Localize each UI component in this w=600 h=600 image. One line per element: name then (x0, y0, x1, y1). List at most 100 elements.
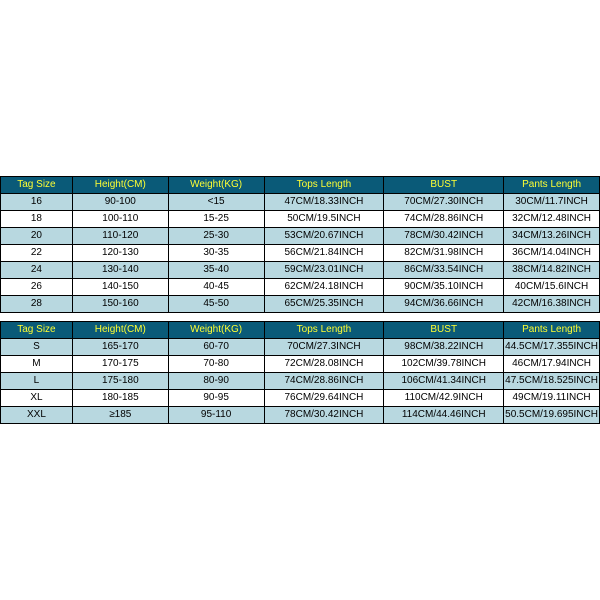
kids-header-cell: Tag Size (1, 177, 73, 194)
adult-cell: 70-80 (168, 356, 264, 373)
kids-cell: 110-120 (72, 228, 168, 245)
kids-cell: 40CM/15.6INCH (504, 279, 600, 296)
kids-cell: 70CM/27.30INCH (384, 194, 504, 211)
adult-cell: 114CM/44.46INCH (384, 407, 504, 424)
kids-cell: 62CM/24.18INCH (264, 279, 384, 296)
kids-tbody: 1690-100<1547CM/18.33INCH70CM/27.30INCH3… (1, 194, 600, 313)
adult-header-cell: Tops Length (264, 322, 384, 339)
adult-cell: 180-185 (72, 390, 168, 407)
adult-cell: 46CM/17.94INCH (504, 356, 600, 373)
adult-cell: S (1, 339, 73, 356)
adult-cell: 165-170 (72, 339, 168, 356)
kids-cell: 50CM/19.5INCH (264, 211, 384, 228)
table-row: S165-17060-7070CM/27.3INCH98CM/38.22INCH… (1, 339, 600, 356)
adult-cell: 72CM/28.08INCH (264, 356, 384, 373)
kids-cell: 74CM/28.86INCH (384, 211, 504, 228)
kids-cell: 45-50 (168, 296, 264, 313)
adult-cell: M (1, 356, 73, 373)
adult-cell: 78CM/30.42INCH (264, 407, 384, 424)
kids-size-table: Tag SizeHeight(CM)Weight(KG)Tops LengthB… (0, 176, 600, 313)
kids-cell: 30-35 (168, 245, 264, 262)
kids-cell: 28 (1, 296, 73, 313)
table-row: M170-17570-8072CM/28.08INCH102CM/39.78IN… (1, 356, 600, 373)
kids-cell: 86CM/33.54INCH (384, 262, 504, 279)
kids-cell: 59CM/23.01INCH (264, 262, 384, 279)
kids-cell: 140-150 (72, 279, 168, 296)
adult-cell: 60-70 (168, 339, 264, 356)
kids-cell: 34CM/13.26INCH (504, 228, 600, 245)
kids-cell: 36CM/14.04INCH (504, 245, 600, 262)
adult-cell: 98CM/38.22INCH (384, 339, 504, 356)
table-row: L175-18080-9074CM/28.86INCH106CM/41.34IN… (1, 373, 600, 390)
adult-cell: 170-175 (72, 356, 168, 373)
adult-size-table: Tag SizeHeight(CM)Weight(KG)Tops LengthB… (0, 321, 600, 424)
adult-cell: 50.5CM/19.695INCH (504, 407, 600, 424)
adult-header-cell: Tag Size (1, 322, 73, 339)
kids-cell: 25-30 (168, 228, 264, 245)
kids-cell: 16 (1, 194, 73, 211)
adult-cell: 70CM/27.3INCH (264, 339, 384, 356)
kids-cell: 53CM/20.67INCH (264, 228, 384, 245)
adult-cell: XL (1, 390, 73, 407)
kids-cell: 38CM/14.82INCH (504, 262, 600, 279)
adult-header-cell: BUST (384, 322, 504, 339)
kids-cell: <15 (168, 194, 264, 211)
kids-cell: 47CM/18.33INCH (264, 194, 384, 211)
adult-cell: 44.5CM/17.355INCH (504, 339, 600, 356)
table-row: 18100-11015-2550CM/19.5INCH74CM/28.86INC… (1, 211, 600, 228)
adult-cell: L (1, 373, 73, 390)
adult-cell: 106CM/41.34INCH (384, 373, 504, 390)
table-row: XL180-18590-9576CM/29.64INCH110CM/42.9IN… (1, 390, 600, 407)
kids-header-row: Tag SizeHeight(CM)Weight(KG)Tops LengthB… (1, 177, 600, 194)
kids-cell: 150-160 (72, 296, 168, 313)
kids-cell: 40-45 (168, 279, 264, 296)
adult-cell: 102CM/39.78INCH (384, 356, 504, 373)
adult-cell: 95-110 (168, 407, 264, 424)
kids-cell: 22 (1, 245, 73, 262)
adult-header-cell: Pants Length (504, 322, 600, 339)
kids-cell: 65CM/25.35INCH (264, 296, 384, 313)
kids-cell: 18 (1, 211, 73, 228)
adult-cell: 74CM/28.86INCH (264, 373, 384, 390)
kids-cell: 30CM/11.7INCH (504, 194, 600, 211)
table-row: XXL≥18595-11078CM/30.42INCH114CM/44.46IN… (1, 407, 600, 424)
table-row: 1690-100<1547CM/18.33INCH70CM/27.30INCH3… (1, 194, 600, 211)
kids-header-cell: Pants Length (504, 177, 600, 194)
kids-cell: 120-130 (72, 245, 168, 262)
adult-cell: 110CM/42.9INCH (384, 390, 504, 407)
kids-cell: 90CM/35.10INCH (384, 279, 504, 296)
table-row: 22120-13030-3556CM/21.84INCH82CM/31.98IN… (1, 245, 600, 262)
kids-header-cell: Height(CM) (72, 177, 168, 194)
adult-cell: 76CM/29.64INCH (264, 390, 384, 407)
adult-cell: XXL (1, 407, 73, 424)
kids-cell: 32CM/12.48INCH (504, 211, 600, 228)
adult-header-cell: Weight(KG) (168, 322, 264, 339)
table-row: 28150-16045-5065CM/25.35INCH94CM/36.66IN… (1, 296, 600, 313)
kids-cell: 20 (1, 228, 73, 245)
kids-cell: 15-25 (168, 211, 264, 228)
adult-header-row: Tag SizeHeight(CM)Weight(KG)Tops LengthB… (1, 322, 600, 339)
kids-cell: 100-110 (72, 211, 168, 228)
adult-cell: ≥185 (72, 407, 168, 424)
kids-header-cell: BUST (384, 177, 504, 194)
table-gap (0, 313, 600, 321)
adult-tbody: S165-17060-7070CM/27.3INCH98CM/38.22INCH… (1, 339, 600, 424)
table-row: 24130-14035-4059CM/23.01INCH86CM/33.54IN… (1, 262, 600, 279)
adult-cell: 175-180 (72, 373, 168, 390)
adult-cell: 80-90 (168, 373, 264, 390)
kids-cell: 24 (1, 262, 73, 279)
kids-cell: 42CM/16.38INCH (504, 296, 600, 313)
table-row: 26140-15040-4562CM/24.18INCH90CM/35.10IN… (1, 279, 600, 296)
adult-cell: 49CM/19.11INCH (504, 390, 600, 407)
kids-cell: 35-40 (168, 262, 264, 279)
kids-cell: 130-140 (72, 262, 168, 279)
kids-cell: 82CM/31.98INCH (384, 245, 504, 262)
kids-cell: 94CM/36.66INCH (384, 296, 504, 313)
adult-cell: 47.5CM/18.525INCH (504, 373, 600, 390)
size-chart-container: Tag SizeHeight(CM)Weight(KG)Tops LengthB… (0, 176, 600, 424)
kids-cell: 26 (1, 279, 73, 296)
kids-cell: 78CM/30.42INCH (384, 228, 504, 245)
kids-cell: 56CM/21.84INCH (264, 245, 384, 262)
adult-cell: 90-95 (168, 390, 264, 407)
table-row: 20110-12025-3053CM/20.67INCH78CM/30.42IN… (1, 228, 600, 245)
